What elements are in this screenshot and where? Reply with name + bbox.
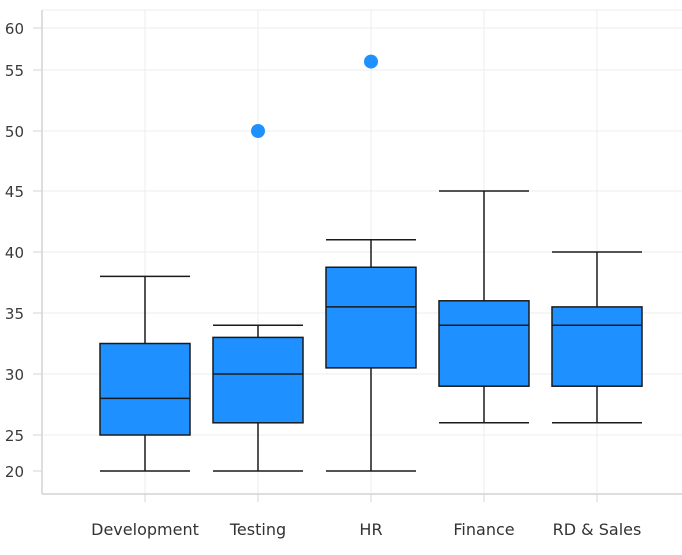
box-group-1[interactable]: [212, 124, 304, 472]
box-iqr: [99, 342, 191, 436]
box-layer: [99, 54, 643, 472]
y-tick-label-30: 30: [5, 366, 24, 384]
y-tick-label-55: 55: [5, 62, 24, 80]
x-tick-label-4: RD & Sales: [553, 520, 642, 539]
box-iqr: [438, 300, 530, 387]
axis-layer: [33, 10, 682, 502]
y-tick-label-35: 35: [5, 305, 24, 323]
outlier-point[interactable]: [364, 54, 378, 69]
x-tick-label-2: HR: [359, 520, 382, 539]
box-group-3[interactable]: [438, 190, 530, 424]
outlier-point[interactable]: [251, 124, 265, 138]
y-tick-label-45: 45: [5, 183, 24, 201]
y-tick-label-25: 25: [5, 427, 24, 445]
box-iqr: [551, 306, 643, 387]
y-tick-label-60: 60: [5, 20, 24, 38]
box-group-2[interactable]: [325, 54, 417, 472]
y-tick-label-40: 40: [5, 244, 24, 262]
x-tick-label-1: Testing: [229, 520, 286, 539]
box-iqr: [325, 266, 417, 369]
label-layer: 20 25 30 35 40 45 50 55 60 Development Testing HR Fi…: [5, 20, 641, 539]
x-tick-label-3: Finance: [453, 520, 514, 539]
box-group-0[interactable]: [99, 275, 191, 472]
y-tick-label-50: 50: [5, 123, 24, 141]
box-group-4[interactable]: [551, 251, 643, 424]
x-tick-label-0: Development: [91, 520, 199, 539]
box-iqr: [212, 336, 304, 424]
y-tick-label-20: 20: [5, 463, 24, 481]
